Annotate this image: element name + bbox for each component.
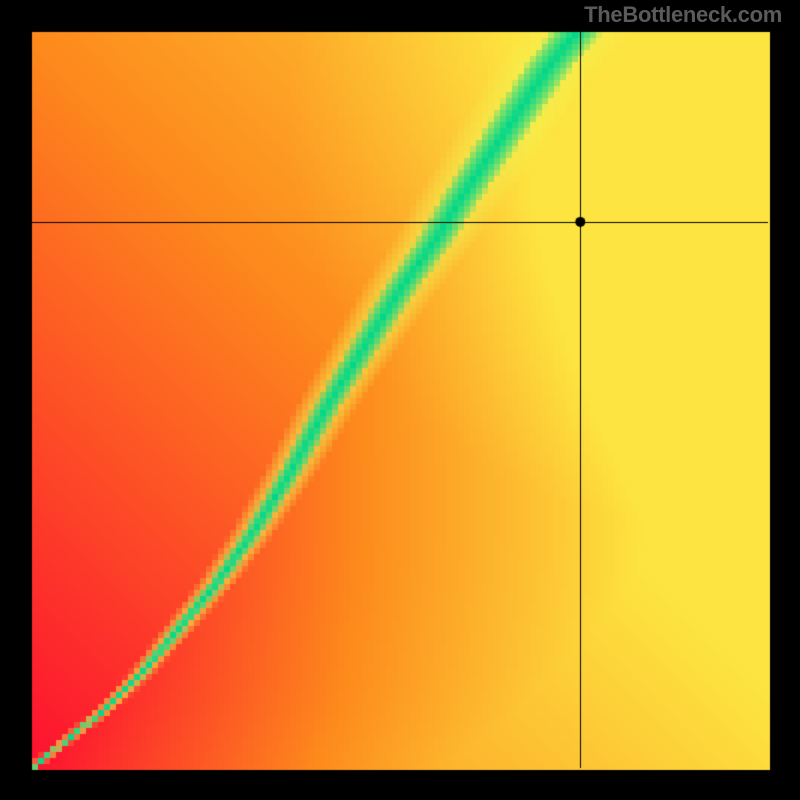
watermark-label: TheBottleneck.com bbox=[584, 2, 782, 28]
chart-container: TheBottleneck.com bbox=[0, 0, 800, 800]
bottleneck-heatmap bbox=[0, 0, 800, 800]
